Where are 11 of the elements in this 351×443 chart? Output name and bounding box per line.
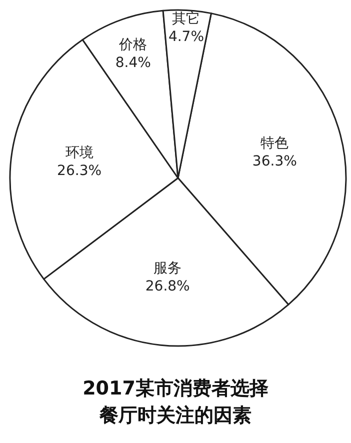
data-label: 26.3% [57,163,102,180]
text: 2017某市消费者选择餐厅时关注的因素 [82,378,268,426]
data-label: 8.4% [115,54,151,71]
data-label: 4.7% [168,29,204,46]
slice-label: 特色 [260,135,289,152]
slice-label: 其它 [172,11,200,28]
data-label: 26.8% [145,278,190,294]
data-label: 36.3% [252,153,297,170]
slice-label: 服务 [154,260,182,276]
slice-label: 价格 [118,36,148,53]
slice-label: 环境 [65,145,94,162]
